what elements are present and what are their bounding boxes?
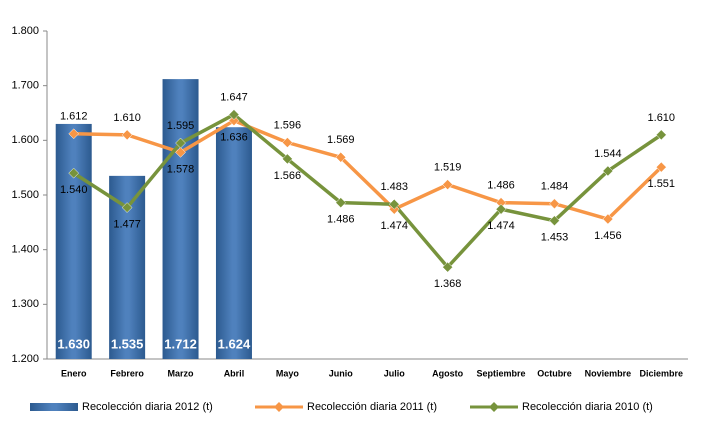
y-tick-label: 1.700 — [11, 80, 39, 92]
data-label: 1.596 — [274, 119, 302, 131]
y-tick-label: 1.500 — [11, 189, 39, 201]
marker — [442, 179, 453, 190]
data-label: 1.519 — [434, 162, 462, 174]
marker — [602, 213, 614, 225]
x-tick-label: Julio — [384, 368, 406, 378]
marker — [602, 165, 614, 177]
bar-label: 1.535 — [111, 336, 144, 351]
data-label: 1.486 — [487, 180, 515, 192]
bar-label: 1.712 — [164, 336, 197, 351]
legend-label: Recolección diaria 2012 (t) — [82, 401, 213, 413]
y-tick-label: 1.600 — [11, 134, 39, 146]
marker — [175, 147, 186, 158]
data-label: 1.474 — [380, 220, 408, 232]
x-tick-label: Diciembre — [640, 368, 684, 378]
legend-label: Recolección diaria 2010 (t) — [522, 401, 653, 413]
data-label: 1.484 — [541, 181, 569, 193]
data-label: 1.578 — [167, 163, 195, 175]
marker — [228, 115, 240, 127]
marker — [442, 261, 453, 273]
data-label: 1.612 — [60, 111, 88, 123]
data-label: 1.544 — [594, 148, 622, 160]
data-label: 1.368 — [434, 278, 462, 290]
legend-label: Recolección diaria 2011 (t) — [307, 401, 437, 413]
marker — [335, 197, 347, 209]
x-tick-label: Marzo — [168, 368, 195, 378]
marker — [175, 137, 186, 149]
legend-swatch — [30, 403, 78, 411]
legend-marker — [489, 402, 499, 412]
data-label: 1.474 — [487, 220, 515, 232]
data-label: 1.551 — [648, 178, 676, 190]
marker — [495, 203, 507, 215]
x-tick-label: Noviembre — [585, 368, 632, 378]
marker — [121, 129, 133, 141]
marker — [68, 128, 80, 140]
x-tick-label: Septiembre — [477, 368, 526, 378]
data-label: 1.566 — [274, 170, 302, 182]
data-label: 1.595 — [167, 120, 195, 132]
x-tick-label: Octubre — [537, 368, 572, 378]
data-label: 1.486 — [327, 214, 355, 226]
data-label: 1.569 — [327, 134, 355, 146]
data-label: 1.483 — [380, 181, 408, 193]
data-label: 1.610 — [648, 112, 676, 124]
x-tick-label: Abril — [224, 368, 245, 378]
line — [73, 118, 663, 222]
y-tick-label: 1.400 — [11, 244, 39, 256]
data-label: 1.540 — [60, 184, 88, 196]
marker — [655, 161, 667, 173]
data-label: 1.477 — [113, 218, 141, 230]
legend-marker — [274, 402, 284, 412]
bar — [215, 127, 252, 359]
x-tick-label: Mayo — [276, 368, 300, 378]
marker — [228, 109, 240, 120]
marker — [68, 167, 80, 179]
x-tick-label: Febrero — [110, 368, 144, 378]
marker — [388, 198, 400, 210]
x-tick-label: Junio — [329, 368, 354, 378]
x-tick-label: Enero — [61, 368, 87, 378]
data-label: 1.647 — [220, 92, 248, 104]
marker — [549, 198, 560, 210]
bar — [55, 123, 92, 359]
data-label: 1.456 — [594, 230, 622, 242]
data-label: 1.636 — [220, 132, 248, 144]
marker — [549, 215, 560, 227]
x-tick-label: Agosto — [432, 368, 463, 378]
marker — [282, 137, 293, 148]
y-tick-label: 1.200 — [11, 353, 39, 365]
data-label: 1.610 — [113, 112, 141, 124]
line — [72, 112, 663, 270]
y-tick-label: 1.300 — [11, 298, 39, 310]
marker — [121, 202, 133, 213]
marker — [282, 153, 293, 165]
bar — [162, 79, 199, 360]
bar-label: 1.630 — [57, 336, 90, 351]
bar-label: 1.624 — [218, 336, 251, 351]
y-tick-label: 1.800 — [11, 25, 39, 37]
marker — [655, 129, 667, 141]
data-label: 1.453 — [541, 232, 569, 244]
marker — [335, 151, 347, 163]
